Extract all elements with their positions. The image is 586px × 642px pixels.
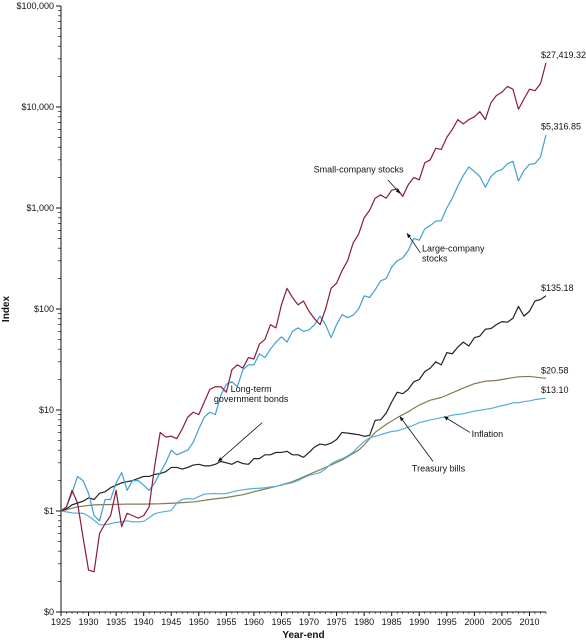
y-tick-label: $1 — [44, 506, 54, 516]
series-line-large-company-stocks — [60, 134, 547, 522]
x-axis-title: Year-end — [282, 630, 324, 641]
x-tick-label: 1960 — [244, 617, 264, 627]
x-tick-label: 1955 — [216, 617, 236, 627]
end-value-label: $5,316.85 — [541, 122, 581, 132]
x-tick-label: 1990 — [409, 617, 429, 627]
series-line-small-company-stocks — [60, 62, 547, 573]
x-tick-label: 1975 — [327, 617, 347, 627]
annotation-arrow — [443, 416, 471, 433]
x-tick-label: 1925 — [51, 617, 71, 627]
x-tick-label: 2005 — [492, 617, 512, 627]
x-tick-label: 1995 — [437, 617, 457, 627]
y-tick-label: $100,000 — [16, 1, 54, 11]
y-axis-title: Index — [1, 296, 12, 323]
end-value-label: $135.18 — [541, 283, 574, 293]
annotation-label: Small-company stocks — [314, 164, 405, 174]
annotation-arrow — [387, 179, 401, 194]
series-line-treasury-bills — [60, 375, 547, 512]
annotation-arrow — [217, 422, 263, 462]
y-tick-label: $1,000 — [26, 203, 54, 213]
series-line-inflation — [60, 397, 547, 526]
end-value-label: $13.10 — [541, 385, 569, 395]
y-tick-label: $10 — [39, 405, 54, 415]
series-line-long-term-government-bonds — [60, 295, 547, 512]
x-tick-label: 1970 — [299, 617, 319, 627]
annotation-label: Treasury bills — [412, 464, 466, 474]
annotation-arrow — [406, 233, 421, 254]
x-tick-label: 1945 — [161, 617, 181, 627]
annotation-label: Long-term government bonds — [214, 384, 289, 404]
annotation-arrow — [399, 416, 434, 462]
y-tick-label: $10,000 — [21, 102, 54, 112]
end-value-label: $27,419.32 — [541, 50, 586, 60]
x-tick-label: 1940 — [134, 617, 154, 627]
series-layer: $27,419.32 $5,316.85 $135.18 $20.58 $13.10 — [60, 50, 586, 573]
axis-layer: $0 $1 $10 $100 $1,000 $10,000 $100,000 1925 1930… — [16, 1, 547, 627]
end-value-label: $20.58 — [541, 365, 569, 375]
annotation-layer: Small-company stocks Large-company stocks L… — [214, 164, 503, 473]
x-tick-label: 2010 — [519, 617, 539, 627]
x-tick-label: 1965 — [271, 617, 291, 627]
y-tick-label: $100 — [34, 304, 54, 314]
annotation-label: Inflation — [472, 429, 504, 439]
x-tick-label: 1950 — [189, 617, 209, 627]
x-tick-label: 1985 — [382, 617, 402, 627]
x-tick-label: 1930 — [79, 617, 99, 627]
x-tick-label: 1980 — [354, 617, 374, 627]
x-tick-label: 1935 — [106, 617, 126, 627]
annotation-label: Large-company stocks — [422, 244, 485, 264]
x-tick-label: 2000 — [464, 617, 484, 627]
y-tick-label: $0 — [44, 607, 54, 617]
